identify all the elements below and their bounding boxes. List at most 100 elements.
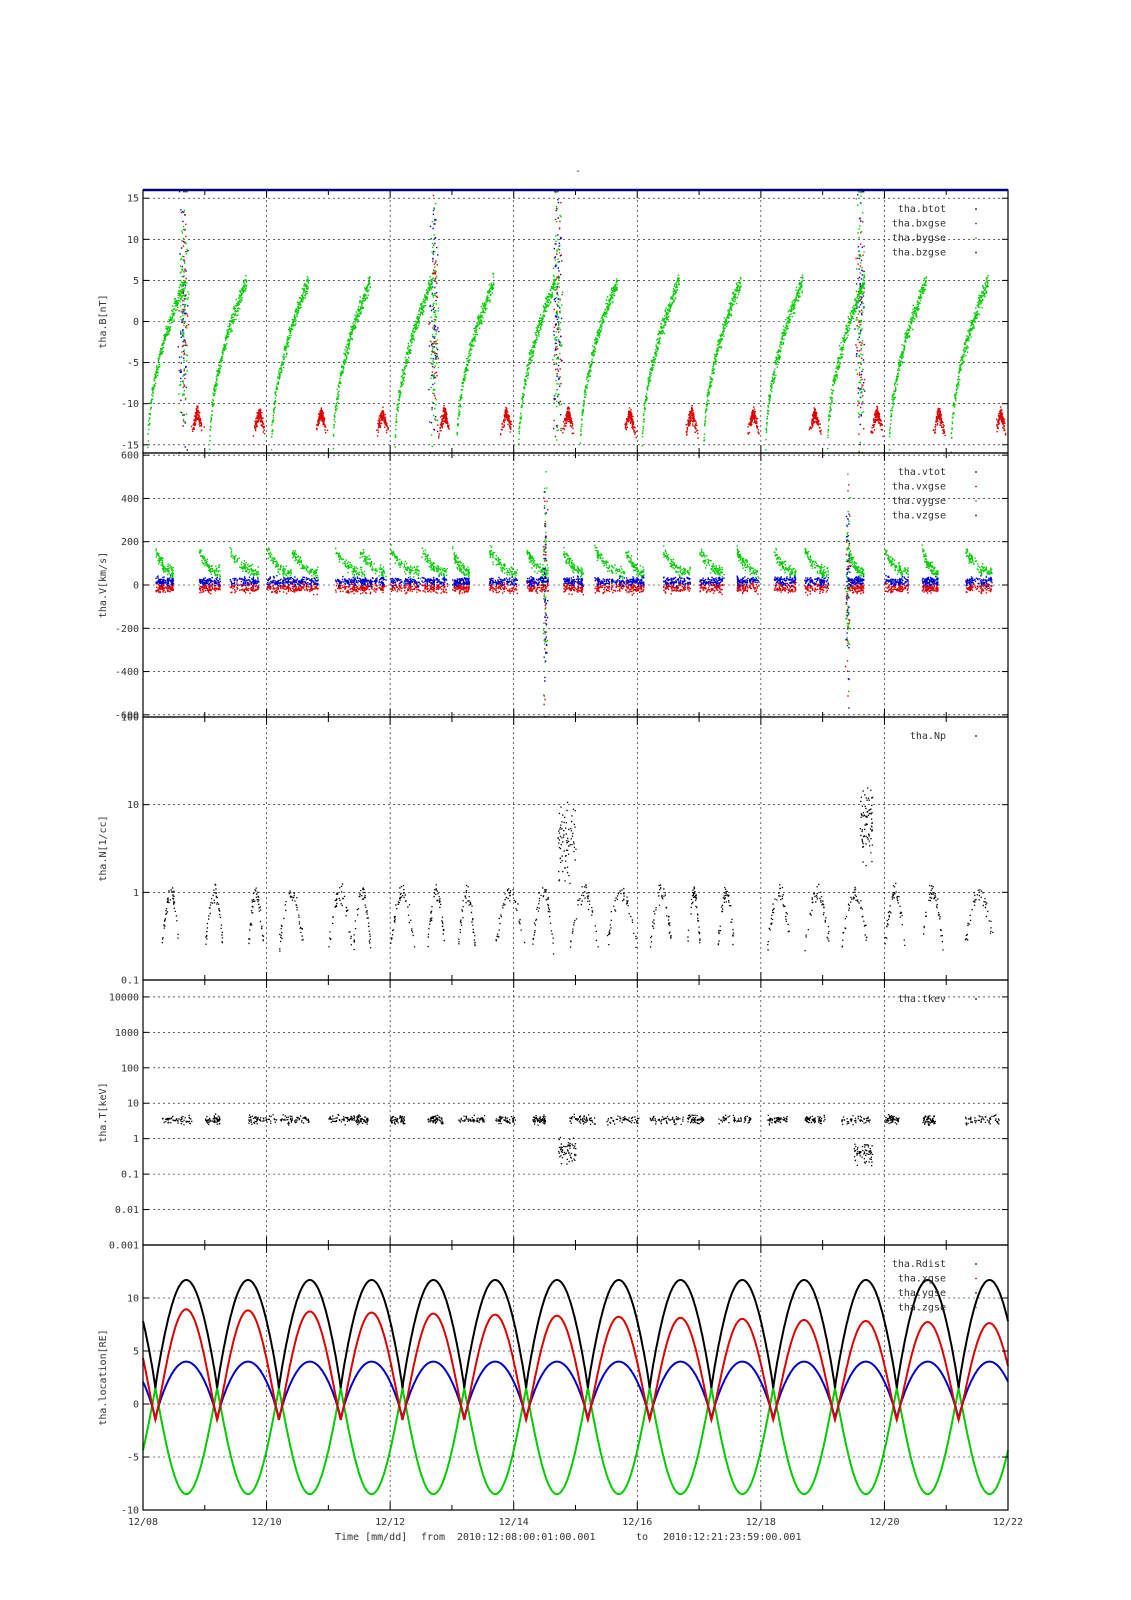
series-bx <box>178 191 1007 454</box>
y-tick-label: 0.1 <box>121 976 139 987</box>
series-tkev <box>161 1113 1000 1167</box>
y-tick-label: 0.1 <box>121 1170 139 1181</box>
y-tick-label: 600 <box>121 451 139 462</box>
panel-4: 10000 1000 100 10 1 0.1 0.01 0.001 tha.T[keV] tha… <box>98 979 1009 1252</box>
legend: tha.vtot tha.vxgse tha.vygse tha.vzgse <box>892 467 977 522</box>
legend-entry: tha.Np <box>910 731 946 742</box>
grid <box>143 1245 1008 1511</box>
x-tick-label: 12/18 <box>746 1517 776 1528</box>
series-xgse-line <box>142 1308 1009 1424</box>
y-axis-label: tha.location[RE] <box>98 1329 109 1425</box>
data-marks <box>142 1279 1009 1496</box>
y-ticks: 100 10 1 0.1 <box>121 713 1008 987</box>
x-tick-label: 12/10 <box>252 1517 282 1528</box>
grid <box>143 716 1008 981</box>
panel-frame <box>142 716 1009 981</box>
y-tick-label: -5 <box>127 1453 139 1464</box>
y-axis-label: tha.T[keV] <box>98 1082 109 1142</box>
y-tick-label: 1 <box>133 1134 139 1145</box>
from-value: 2010:12:08:00:01:00.001 <box>457 1532 595 1543</box>
legend-marker <box>975 471 977 473</box>
series-points <box>161 1113 1000 1167</box>
x-tick-label: 12/14 <box>499 1517 529 1528</box>
y-tick-label: 5 <box>133 276 139 287</box>
y-tick-label: 5 <box>133 1347 139 1358</box>
panel-5: 10 5 0 -5 -10 tha.location[RE] tha.Rdist tha.xg… <box>98 1244 1009 1517</box>
series-vz <box>155 491 993 709</box>
legend-entry: tha.zgse <box>898 1303 946 1314</box>
legend-marker <box>975 222 977 225</box>
y-tick-label: 10 <box>127 1294 139 1305</box>
legend-marker <box>975 1292 977 1294</box>
legend: tha.tkev <box>898 994 977 1005</box>
legend-entry: tha.bygse <box>892 233 946 244</box>
to-label: to <box>636 1532 648 1543</box>
y-axis-label: tha.N[1/cc] <box>98 815 109 881</box>
legend-entry: tha.vygse <box>892 496 946 507</box>
series-zgse-line <box>142 1387 1009 1496</box>
x-ticks <box>142 980 1009 1245</box>
grid <box>143 980 1008 1246</box>
legend-marker <box>975 237 977 239</box>
series-points <box>178 191 1007 454</box>
x-ticks <box>142 717 1009 980</box>
legend: tha.Np <box>910 731 977 742</box>
panel-frame <box>142 1244 1009 1511</box>
y-tick-label: 1 <box>133 888 139 899</box>
legend-entry: tha.bzgse <box>892 248 946 259</box>
series-vx <box>155 484 993 718</box>
legend-marker <box>975 735 977 737</box>
legend-marker <box>975 1263 977 1265</box>
legend-marker <box>975 485 977 488</box>
series-points <box>155 471 993 718</box>
y-tick-label: 1000 <box>115 1028 139 1039</box>
x-ticks <box>142 453 1009 717</box>
y-tick-label: 200 <box>121 537 139 548</box>
panel-1: 15 10 5 0 -5 -10 -15 tha.B[nT] tha.btot tha.bxgse… <box>98 188 1009 454</box>
data-marks <box>161 787 994 955</box>
y-tick-label: -10 <box>121 399 139 410</box>
legend-entry: tha.tkev <box>898 994 946 1005</box>
y-tick-label: 400 <box>121 494 139 505</box>
x-tick-labels: 12/08 12/10 12/12 12/14 12/16 12/18 12/20 12/22 <box>128 1517 1023 1528</box>
data-marks <box>147 191 1007 454</box>
y-tick-label: 0 <box>133 317 139 328</box>
figure-title: - <box>575 166 581 177</box>
legend-entry: tha.btot <box>898 204 946 215</box>
legend-marker <box>975 1306 977 1309</box>
series-ygse-line <box>142 1360 1009 1421</box>
y-tick-label: 100 <box>121 1063 139 1074</box>
legend-entry: tha.vzgse <box>892 511 946 522</box>
y-ticks: 15 10 5 0 -5 -10 -15 <box>121 194 1008 451</box>
y-tick-label: -5 <box>127 358 139 369</box>
y-tick-label: -400 <box>115 667 139 678</box>
x-ticks <box>142 190 1009 453</box>
y-tick-label: -10 <box>121 1506 139 1517</box>
legend-marker <box>975 208 977 210</box>
legend-entry: tha.xgse <box>898 1274 946 1285</box>
y-ticks: 600 400 200 0 -200 -400 -600 <box>115 451 1008 721</box>
panel-3: 100 10 1 0.1 tha.N[1/cc] tha.Np <box>98 713 1009 987</box>
panel-2: 600 400 200 0 -200 -400 -600 tha.V[km/s] tha.vto… <box>98 451 1009 721</box>
legend: tha.Rdist tha.xgse tha.ygse tha.zgse <box>892 1259 977 1314</box>
series-np <box>161 787 994 955</box>
y-axis-label: tha.B[nT] <box>98 294 109 348</box>
x-ticks <box>142 1245 1009 1510</box>
to-value: 2010:12:21:23:59:00.001 <box>663 1532 801 1543</box>
y-tick-label: 0 <box>133 1400 139 1411</box>
grid <box>143 190 1008 453</box>
y-tick-label: -200 <box>115 624 139 635</box>
y-tick-label: 10 <box>127 800 139 811</box>
legend-entry: tha.vtot <box>898 467 946 478</box>
x-axis-label: Time [mm/dd] <box>335 1532 407 1543</box>
y-tick-label: 10000 <box>109 992 139 1003</box>
y-tick-label: 100 <box>121 713 139 724</box>
legend-entry: tha.bxgse <box>892 219 946 230</box>
y-ticks: 10 5 0 -5 -10 <box>121 1294 1008 1517</box>
x-tick-label: 12/08 <box>128 1517 158 1528</box>
x-tick-label: 12/12 <box>375 1517 405 1528</box>
y-ticks: 10000 1000 100 10 1 0.1 0.01 0.001 <box>109 992 1008 1252</box>
legend-marker <box>975 251 977 254</box>
data-marks <box>155 471 993 718</box>
